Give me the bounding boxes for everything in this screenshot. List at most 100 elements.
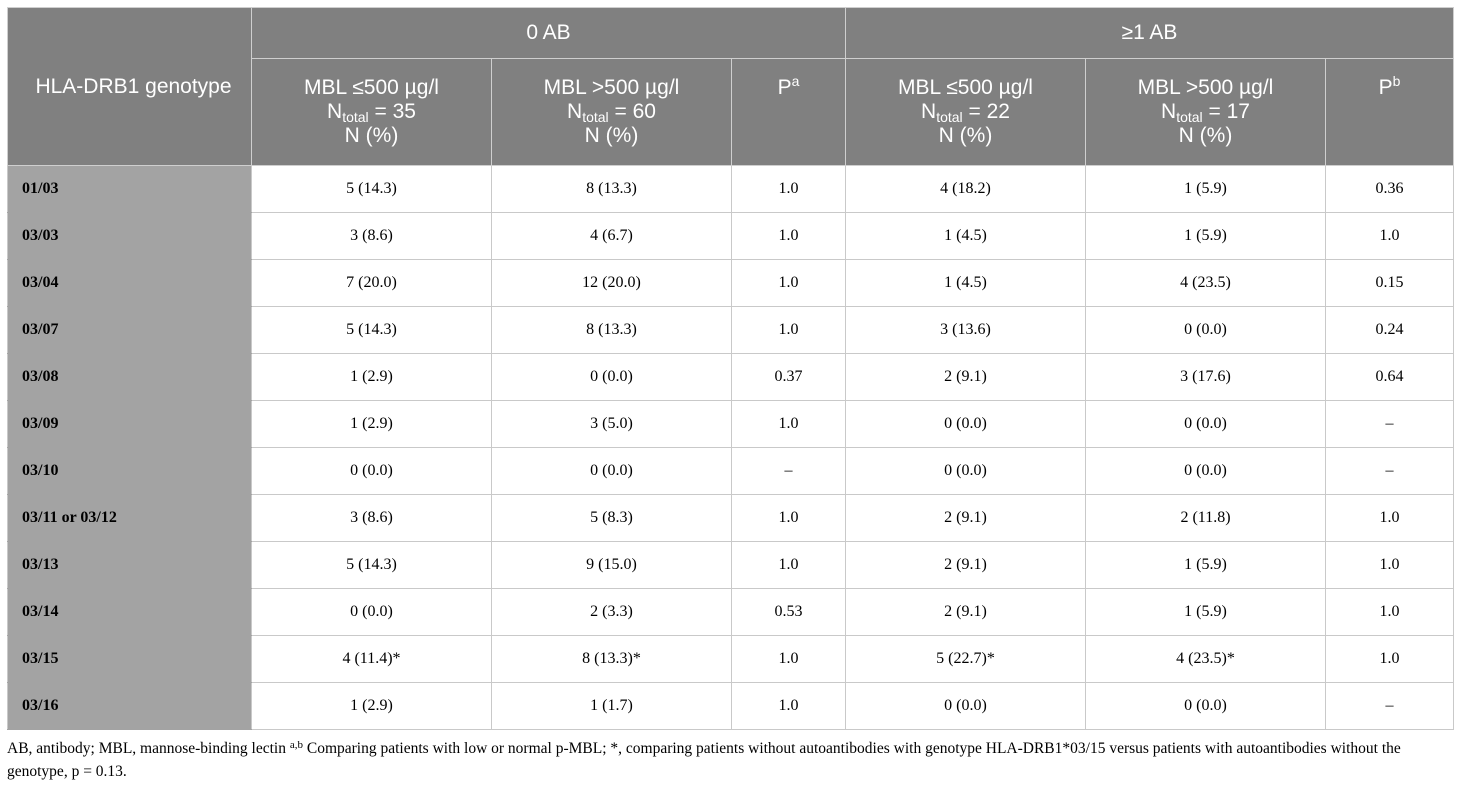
group-header-0ab: 0 AB (251, 7, 846, 59)
table-row: 03/07 5 (14.3) 8 (13.3) 1.0 3 (13.6) 0 (0.0) 0… (7, 306, 1454, 354)
cell-mbl-high-1ab: 4 (23.5) (1085, 259, 1326, 307)
cell-p-b: 1.0 (1325, 588, 1454, 636)
cell-mbl-high-0ab: 4 (6.7) (491, 212, 732, 260)
cell-p-a: 1.0 (731, 165, 846, 213)
table-row: 03/09 1 (2.9) 3 (5.0) 1.0 0 (0.0) 0 (0.0) – (7, 400, 1454, 448)
col-header-p-a: Pa (731, 58, 846, 166)
cell-mbl-low-0ab: 0 (0.0) (251, 447, 492, 495)
cell-mbl-low-0ab: 0 (0.0) (251, 588, 492, 636)
table-row: 01/03 5 (14.3) 8 (13.3) 1.0 4 (18.2) 1 (5.9) 0… (7, 165, 1454, 213)
footnote-superscript: a,b (289, 739, 303, 751)
header-column-row: MBL ≤500 µg/l Ntotal = 35 N (%) MBL >500… (8, 58, 1454, 166)
cell-p-b: 0.24 (1325, 306, 1454, 354)
table-row: 03/14 0 (0.0) 2 (3.3) 0.53 2 (9.1) 1 (5.9) 1.0 (7, 588, 1454, 636)
cell-mbl-high-0ab: 1 (1.7) (491, 682, 732, 730)
col-header-line1: MBL >500 µg/l (1137, 76, 1274, 99)
cell-mbl-low-1ab: 3 (13.6) (845, 306, 1086, 354)
cell-p-b: 1.0 (1325, 541, 1454, 589)
genotype-cell: 03/16 (7, 682, 252, 730)
col-header-line1: MBL ≤500 µg/l (304, 76, 439, 99)
cell-mbl-high-0ab: 9 (15.0) (491, 541, 732, 589)
table-footnote: AB, antibody; MBL, mannose-binding lecti… (7, 739, 1401, 781)
cell-p-a: 1.0 (731, 494, 846, 542)
col-header-p-b: Pb (1325, 58, 1454, 166)
table-row: 03/15 4 (11.4)* 8 (13.3)* 1.0 5 (22.7)* 4 (23… (7, 635, 1454, 683)
cell-p-a: 1.0 (731, 259, 846, 307)
col-header-line3: N (%) (938, 124, 993, 147)
col-header-line3: N (%) (344, 124, 399, 147)
cell-mbl-low-0ab: 3 (8.6) (251, 494, 492, 542)
genotype-column-header: HLA-DRB1 genotype (7, 7, 252, 166)
genotype-cell: 03/08 (7, 353, 252, 401)
cell-p-a: 1.0 (731, 682, 846, 730)
n-total-label: Ntotal = 35 (327, 100, 416, 125)
cell-p-b: 0.15 (1325, 259, 1454, 307)
cell-p-b: 1.0 (1325, 635, 1454, 683)
cell-p-a: 0.53 (731, 588, 846, 636)
cell-p-a: 1.0 (731, 541, 846, 589)
cell-p-a: 1.0 (731, 400, 846, 448)
cell-mbl-low-0ab: 3 (8.6) (251, 212, 492, 260)
cell-mbl-low-0ab: 1 (2.9) (251, 353, 492, 401)
col-header-line1: MBL >500 µg/l (543, 76, 680, 99)
cell-mbl-high-1ab: 0 (0.0) (1085, 682, 1326, 730)
cell-mbl-low-1ab: 0 (0.0) (845, 400, 1086, 448)
genotype-cell: 01/03 (7, 165, 252, 213)
genotype-cell: 03/10 (7, 447, 252, 495)
cell-mbl-low-1ab: 0 (0.0) (845, 447, 1086, 495)
cell-p-a: 1.0 (731, 306, 846, 354)
genotype-cell: 03/13 (7, 541, 252, 589)
cell-mbl-high-1ab: 3 (17.6) (1085, 353, 1326, 401)
cell-mbl-high-1ab: 2 (11.8) (1085, 494, 1326, 542)
table-body: 01/03 5 (14.3) 8 (13.3) 1.0 4 (18.2) 1 (5.9) 0… (7, 165, 1454, 730)
table-container: HLA-DRB1 genotype 0 AB ≥1 AB MBL ≤500 µg… (7, 7, 1454, 730)
table-row: 03/16 1 (2.9) 1 (1.7) 1.0 0 (0.0) 0 (0.0) – (7, 682, 1454, 730)
cell-mbl-low-1ab: 2 (9.1) (845, 588, 1086, 636)
table-header: HLA-DRB1 genotype 0 AB ≥1 AB MBL ≤500 µg… (7, 7, 1454, 166)
genotype-cell: 03/07 (7, 306, 252, 354)
cell-p-b: 1.0 (1325, 494, 1454, 542)
cell-mbl-low-1ab: 0 (0.0) (845, 682, 1086, 730)
genotype-table: HLA-DRB1 genotype 0 AB ≥1 AB MBL ≤500 µg… (7, 7, 1454, 730)
table-row: 03/03 3 (8.6) 4 (6.7) 1.0 1 (4.5) 1 (5.9) 1.0 (7, 212, 1454, 260)
cell-mbl-low-1ab: 1 (4.5) (845, 259, 1086, 307)
cell-mbl-high-0ab: 3 (5.0) (491, 400, 732, 448)
cell-mbl-low-1ab: 1 (4.5) (845, 212, 1086, 260)
col-header-mbl-high-0ab: MBL >500 µg/l Ntotal = 60 N (%) (491, 58, 732, 166)
cell-mbl-low-0ab: 5 (14.3) (251, 541, 492, 589)
table-row: 03/10 0 (0.0) 0 (0.0) –0 (0.0) 0 (0.0) – (7, 447, 1454, 495)
col-header-line3: N (%) (584, 124, 639, 147)
cell-mbl-low-0ab: 5 (14.3) (251, 306, 492, 354)
genotype-cell: 03/04 (7, 259, 252, 307)
header-group-row: HLA-DRB1 genotype 0 AB ≥1 AB (7, 7, 1454, 166)
col-header-mbl-low-0ab: MBL ≤500 µg/l Ntotal = 35 N (%) (251, 58, 492, 166)
col-header-line1: MBL ≤500 µg/l (898, 76, 1033, 99)
genotype-cell: 03/11 or 03/12 (7, 494, 252, 542)
cell-mbl-high-1ab: 0 (0.0) (1085, 447, 1326, 495)
cell-mbl-high-0ab: 8 (13.3)* (491, 635, 732, 683)
cell-mbl-high-0ab: 2 (3.3) (491, 588, 732, 636)
cell-mbl-low-0ab: 5 (14.3) (251, 165, 492, 213)
col-header-mbl-low-1ab: MBL ≤500 µg/l Ntotal = 22 N (%) (845, 58, 1086, 166)
table-row: 03/04 7 (20.0) 12 (20.0) 1.0 1 (4.5) 4 (23.5)… (7, 259, 1454, 307)
cell-p-a: 1.0 (731, 212, 846, 260)
cell-p-b: – (1325, 447, 1454, 495)
genotype-cell: 03/03 (7, 212, 252, 260)
cell-p-b: 0.64 (1325, 353, 1454, 401)
cell-p-a: 0.37 (731, 353, 846, 401)
cell-mbl-low-1ab: 4 (18.2) (845, 165, 1086, 213)
cell-mbl-high-1ab: 1 (5.9) (1085, 212, 1326, 260)
cell-p-a: – (731, 447, 846, 495)
genotype-cell: 03/09 (7, 400, 252, 448)
genotype-cell: 03/14 (7, 588, 252, 636)
cell-mbl-low-1ab: 2 (9.1) (845, 494, 1086, 542)
col-header-mbl-high-1ab: MBL >500 µg/l Ntotal = 17 N (%) (1085, 58, 1326, 166)
cell-mbl-high-1ab: 1 (5.9) (1085, 541, 1326, 589)
n-total-label: Ntotal = 17 (1161, 100, 1250, 125)
cell-mbl-low-0ab: 4 (11.4)* (251, 635, 492, 683)
col-header-line3: N (%) (1178, 124, 1233, 147)
cell-p-b: – (1325, 682, 1454, 730)
cell-mbl-high-1ab: 1 (5.9) (1085, 588, 1326, 636)
cell-mbl-high-0ab: 0 (0.0) (491, 447, 732, 495)
cell-p-b: 1.0 (1325, 212, 1454, 260)
